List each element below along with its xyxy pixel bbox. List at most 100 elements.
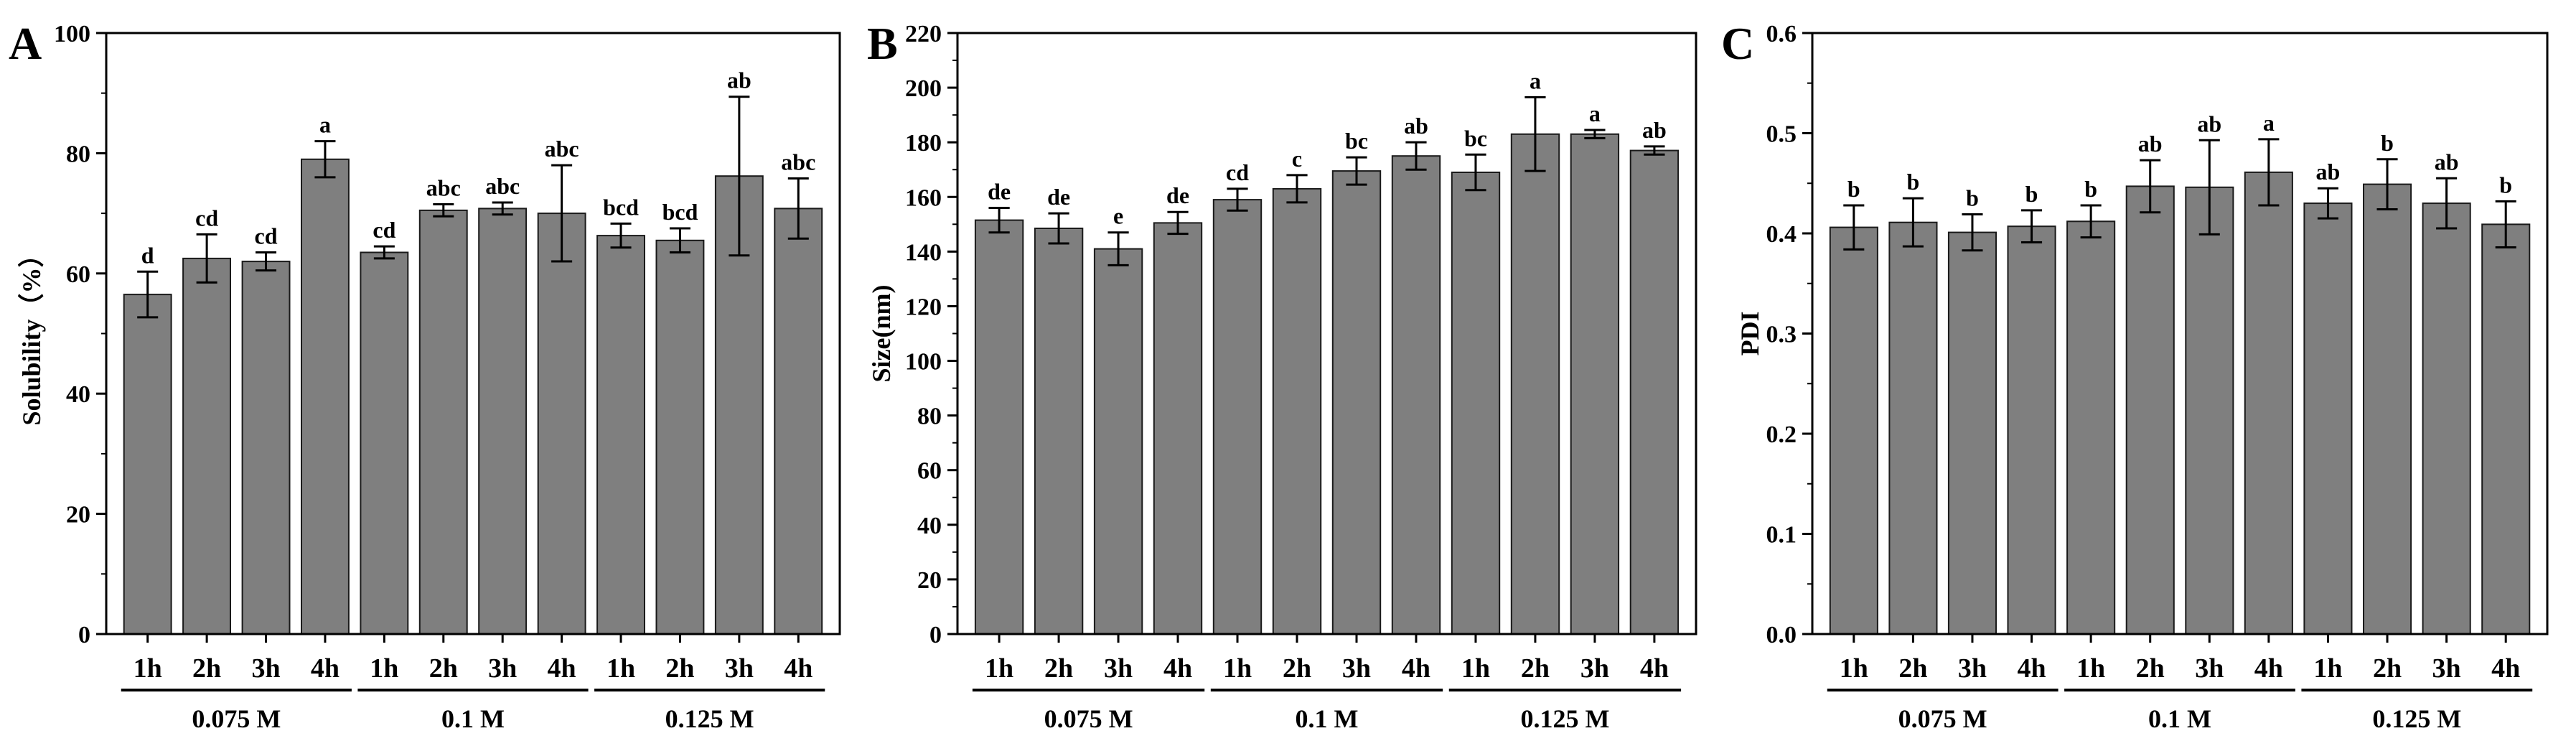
group-label: 0.075 M xyxy=(1044,704,1133,733)
significance-label: ab xyxy=(2435,149,2459,174)
error-bar xyxy=(2436,177,2458,230)
significance-label: cd xyxy=(195,205,218,230)
y-tick-label: 180 xyxy=(905,130,942,157)
error-bar xyxy=(2021,209,2043,244)
y-tick-label: 0.5 xyxy=(1766,121,1797,148)
y-tick-label: 80 xyxy=(917,404,942,430)
error-bar xyxy=(1405,141,1427,171)
group-label: 0.1 M xyxy=(1296,704,1359,733)
significance-label: ab xyxy=(1404,113,1428,139)
error-bar xyxy=(2080,204,2102,239)
significance-label: d xyxy=(141,242,154,268)
x-tick-label: 2h xyxy=(192,653,221,684)
x-tick-label: 4h xyxy=(1163,653,1192,684)
bar xyxy=(1212,199,1263,635)
error-bar xyxy=(787,177,809,240)
error-bar xyxy=(1584,129,1606,139)
y-axis-title: Size(nm) xyxy=(867,285,896,383)
y-tick-label: 160 xyxy=(905,185,942,211)
bar xyxy=(1629,149,1680,635)
error-bar xyxy=(1227,187,1248,212)
bar xyxy=(774,208,823,635)
panel-c: C b b b b b ab ab a ab b ab b 0.0 0.1 0.2 0.3 0.4 0.5 0.6 1… xyxy=(1721,18,2549,733)
x-tick-label: 3h xyxy=(725,653,754,684)
bar xyxy=(360,251,409,635)
x-tick-label: 2h xyxy=(1044,653,1073,684)
bar xyxy=(478,208,528,635)
significance-label: de xyxy=(1166,182,1189,208)
error-bar xyxy=(137,270,159,319)
significance-label: bc xyxy=(1345,128,1368,154)
x-tick-label: 1h xyxy=(134,653,162,684)
bar xyxy=(418,209,468,635)
bar xyxy=(2481,223,2531,635)
error-bar xyxy=(1286,174,1308,204)
group-label: 0.1 M xyxy=(2148,704,2211,733)
y-tick-label: 0.2 xyxy=(1766,421,1797,448)
significance-label: a xyxy=(1589,101,1601,126)
significance-label: b xyxy=(2084,176,2097,202)
error-bar xyxy=(551,164,573,263)
bar xyxy=(2066,220,2116,635)
bar xyxy=(537,213,586,635)
bar xyxy=(2303,202,2353,635)
error-bar xyxy=(2376,158,2398,211)
x-tick-label: 1h xyxy=(1223,653,1252,684)
significance-label: abc xyxy=(485,173,520,199)
significance-label: e xyxy=(1113,203,1123,229)
significance-label: a xyxy=(1530,67,1541,93)
x-tick-label: 2h xyxy=(1521,653,1550,684)
x-tick-label: 1h xyxy=(606,653,635,684)
x-tick-label: 4h xyxy=(2017,653,2046,684)
axis-frame xyxy=(105,32,841,635)
y-tick-label: 40 xyxy=(66,381,90,408)
y-tick-label: 20 xyxy=(917,567,942,594)
error-bar xyxy=(669,227,690,254)
group-label: 0.125 M xyxy=(1520,704,1609,733)
x-tick-label: 4h xyxy=(784,653,812,684)
significance-label: de xyxy=(1047,184,1070,210)
y-tick-label: 100 xyxy=(905,349,942,376)
significance-label: a xyxy=(2263,110,2275,136)
x-tick-label: 1h xyxy=(2076,653,2105,684)
error-bar xyxy=(1167,210,1189,236)
error-bar xyxy=(2317,187,2338,220)
error-bar xyxy=(2140,159,2161,214)
error-bar xyxy=(988,206,1010,234)
error-bar xyxy=(1048,212,1069,245)
bar xyxy=(2007,225,2056,635)
error-bar xyxy=(1107,231,1129,266)
y-tick-label: 80 xyxy=(66,141,90,167)
y-tick-label: 140 xyxy=(905,239,942,266)
x-tick-label: 1h xyxy=(985,653,1013,684)
bar xyxy=(1391,155,1441,635)
error-bar xyxy=(196,233,217,284)
x-tick-label: 2h xyxy=(665,653,694,684)
y-tick-label: 40 xyxy=(917,513,942,539)
bar xyxy=(1034,228,1084,635)
significance-label: ab xyxy=(2138,131,2163,157)
bar xyxy=(2363,183,2412,635)
significance-label: ab xyxy=(2316,159,2341,185)
bar xyxy=(1829,226,1878,635)
error-bar xyxy=(433,203,454,218)
error-bar xyxy=(1962,213,1983,252)
group-label: 0.125 M xyxy=(665,704,754,733)
bar xyxy=(1093,248,1143,635)
bar xyxy=(596,235,645,635)
y-tick-label: 60 xyxy=(66,261,90,288)
significance-label: cd xyxy=(255,223,278,249)
panel-letter-a: A xyxy=(9,18,42,69)
panel-letter-b: B xyxy=(867,18,898,69)
error-bar xyxy=(492,201,513,216)
significance-label: ab xyxy=(727,67,751,93)
bar xyxy=(1272,187,1322,635)
bar xyxy=(1947,231,1997,635)
significance-label: b xyxy=(2025,181,2038,207)
y-tick-label: 100 xyxy=(54,21,90,47)
y-tick-label: 0.6 xyxy=(1766,21,1797,47)
bar xyxy=(1570,133,1620,635)
x-tick-label: 2h xyxy=(429,653,458,684)
significance-label: b xyxy=(1966,185,1979,211)
